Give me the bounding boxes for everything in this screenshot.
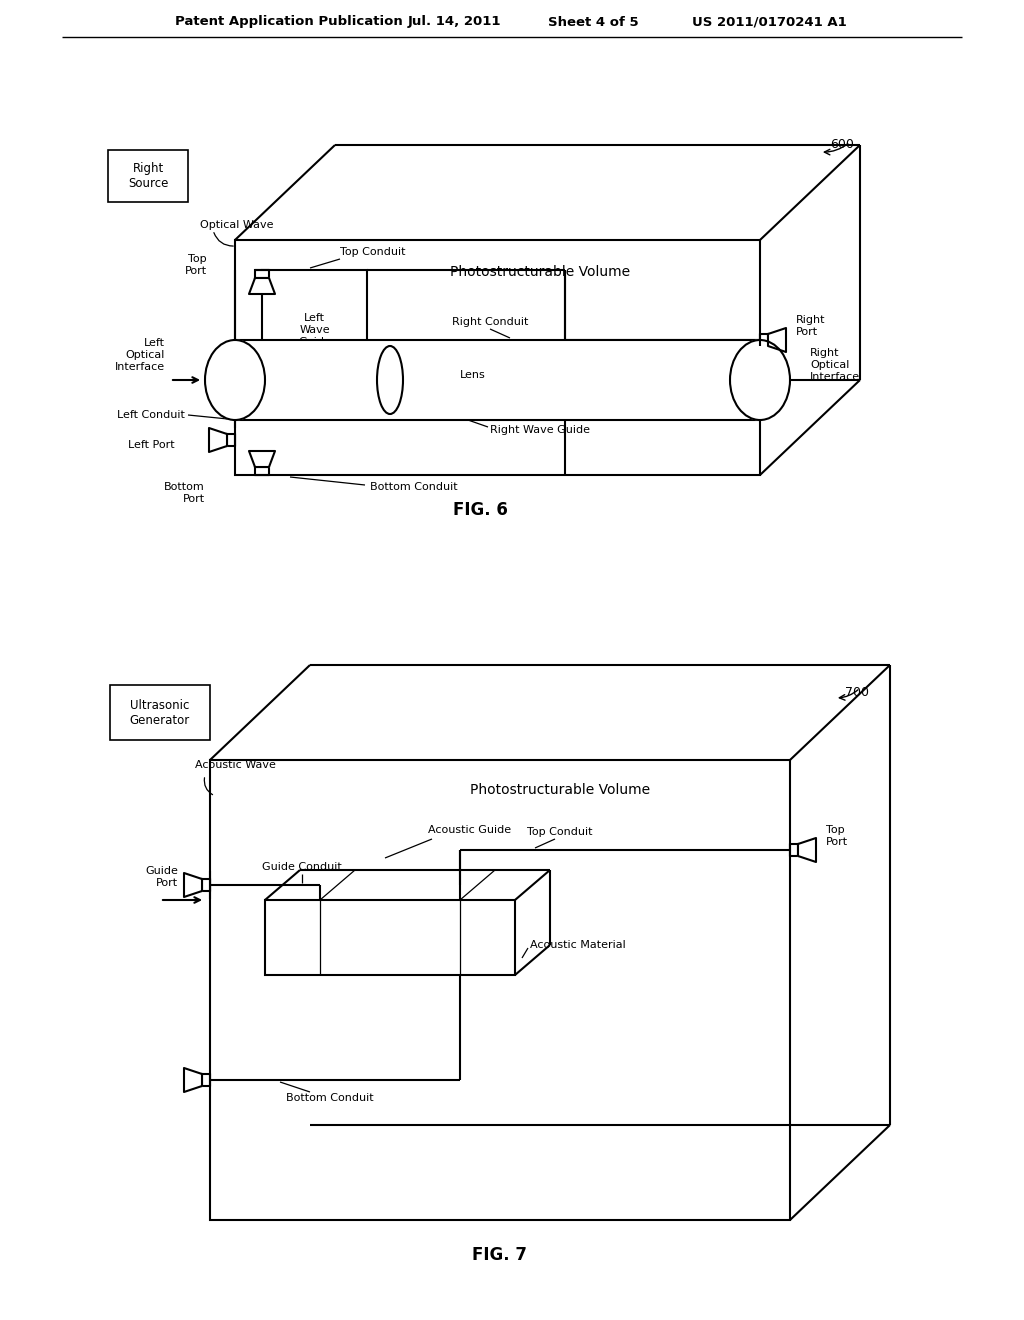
Text: Acoustic Material: Acoustic Material	[530, 940, 626, 950]
Text: FIG. 7: FIG. 7	[472, 1246, 527, 1265]
Text: US 2011/0170241 A1: US 2011/0170241 A1	[692, 16, 847, 29]
Bar	[760, 334, 768, 346]
Bar	[790, 843, 798, 855]
Polygon shape	[249, 279, 275, 294]
Polygon shape	[249, 451, 275, 467]
Text: Guide
Port: Guide Port	[145, 866, 178, 888]
Bar	[234, 240, 760, 475]
Text: Guide Conduit: Guide Conduit	[262, 862, 342, 873]
Text: Jul. 14, 2011: Jul. 14, 2011	[408, 16, 502, 29]
Text: Acoustic Guide: Acoustic Guide	[428, 825, 512, 836]
Text: Optical Wave: Optical Wave	[200, 220, 273, 230]
Text: Bottom Conduit: Bottom Conduit	[286, 1093, 374, 1104]
Bar	[255, 271, 269, 279]
Text: Patent Application Publication: Patent Application Publication	[175, 16, 402, 29]
Text: Ultrasonic
Generator: Ultrasonic Generator	[130, 700, 190, 727]
Text: 700: 700	[845, 685, 869, 698]
Bar	[265, 900, 515, 975]
Text: FIG. 6: FIG. 6	[453, 502, 508, 519]
Polygon shape	[768, 327, 786, 352]
Bar	[202, 1074, 210, 1086]
Text: Top Conduit: Top Conduit	[527, 828, 593, 837]
Bar	[227, 434, 234, 446]
Text: Right Conduit: Right Conduit	[452, 317, 528, 327]
Text: Top Conduit: Top Conduit	[340, 247, 406, 257]
Text: Left
Optical
Interface: Left Optical Interface	[115, 338, 165, 372]
Polygon shape	[798, 838, 816, 862]
Text: Left Conduit: Left Conduit	[117, 411, 185, 420]
Ellipse shape	[205, 341, 265, 420]
Text: Top
Port: Top Port	[826, 825, 848, 847]
Ellipse shape	[377, 346, 403, 414]
Bar	[234, 341, 760, 420]
Text: Top
Port: Top Port	[185, 255, 207, 276]
Text: Left
Wave
Guide: Left Wave Guide	[298, 313, 331, 347]
Text: Right
Port: Right Port	[796, 315, 825, 337]
Text: Photostructurable Volume: Photostructurable Volume	[470, 783, 650, 797]
Bar	[210, 760, 790, 1220]
Text: Right Wave Guide: Right Wave Guide	[490, 425, 590, 436]
Text: Bottom
Port: Bottom Port	[164, 482, 205, 504]
Text: Right
Optical
Interface: Right Optical Interface	[810, 348, 860, 381]
Text: Acoustic Wave: Acoustic Wave	[195, 760, 275, 770]
Text: Bottom Conduit: Bottom Conduit	[370, 482, 458, 492]
Text: 600: 600	[830, 139, 854, 152]
Polygon shape	[209, 428, 227, 451]
Text: Left Port: Left Port	[128, 440, 175, 450]
Polygon shape	[184, 1068, 202, 1092]
Ellipse shape	[730, 341, 790, 420]
Bar	[202, 879, 210, 891]
Bar	[108, 150, 188, 202]
Bar	[262, 271, 367, 389]
Bar	[255, 467, 269, 475]
Text: Right
Source: Right Source	[128, 162, 168, 190]
Bar	[110, 685, 210, 741]
Polygon shape	[184, 873, 202, 898]
Text: Photostructurable Volume: Photostructurable Volume	[450, 265, 630, 279]
Text: Sheet 4 of 5: Sheet 4 of 5	[548, 16, 639, 29]
Text: Lens: Lens	[460, 370, 485, 380]
